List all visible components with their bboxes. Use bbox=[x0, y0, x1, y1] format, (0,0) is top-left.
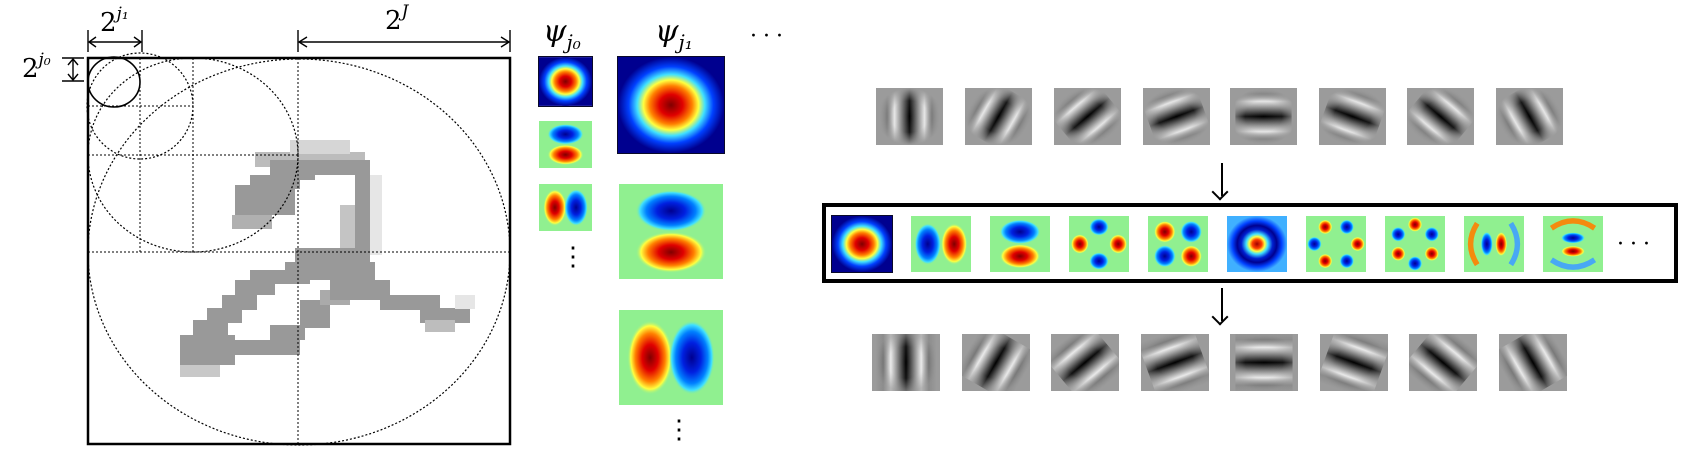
basis-patch-j0-radial bbox=[538, 56, 593, 107]
basis-patch-quadrupole-plus bbox=[1069, 216, 1129, 272]
basis-patch-ring-dipole-x bbox=[1464, 216, 1524, 272]
basis-patch-radial-ring bbox=[1227, 216, 1287, 272]
label-2-J: 2J bbox=[385, 2, 409, 36]
column-label-psi-j1: ψj₁ bbox=[655, 14, 693, 54]
reconstructed-filter-7 bbox=[1409, 334, 1477, 391]
gabor-filter-top-1 bbox=[876, 88, 943, 145]
basis-continuation: ··· bbox=[1617, 232, 1656, 257]
image-frame bbox=[86, 56, 512, 446]
scale-grid-svg bbox=[62, 30, 512, 446]
reconstructed-filter-5 bbox=[1230, 334, 1298, 391]
basis-patch-j0-horizontal-dipole bbox=[539, 121, 592, 168]
basis-patch-hexapole-a bbox=[1306, 216, 1366, 272]
basis-patch-j1-horizontal-dipole bbox=[619, 184, 723, 279]
basis-patch-horizontal-dipole bbox=[990, 216, 1050, 272]
reconstructed-filter-2 bbox=[962, 334, 1030, 391]
gabor-filter-top-8 bbox=[1496, 88, 1563, 145]
basis-patch-j1-vertical-dipole bbox=[619, 310, 723, 405]
reconstructed-filter-4 bbox=[1141, 334, 1209, 391]
basis-patch-quadrupole-cross bbox=[1148, 216, 1208, 272]
basis-dictionary-box bbox=[822, 203, 1678, 283]
arrow-down-icon bbox=[1221, 163, 1223, 196]
columns-continuation: ··· bbox=[750, 24, 789, 49]
exponent-J: J bbox=[401, 2, 409, 22]
basis-patch-radial bbox=[831, 215, 893, 273]
basis-patch-j0-vertical-dipole bbox=[539, 184, 592, 231]
column-label-psi-j0: ψj₀ bbox=[543, 14, 581, 54]
label-2-j1: 2j₁ bbox=[100, 4, 129, 38]
exponent-j1: j₁ bbox=[116, 4, 129, 24]
dimension-arrows bbox=[62, 30, 511, 82]
gabor-filter-top-4 bbox=[1143, 88, 1210, 145]
smallest-receptive-field-circle bbox=[87, 56, 141, 108]
reconstructed-filter-8 bbox=[1499, 334, 1567, 391]
label-2-j0: 2j₀ bbox=[22, 50, 51, 84]
basis-patch-hexapole-b bbox=[1385, 216, 1445, 272]
exponent-j0: j₀ bbox=[38, 50, 51, 70]
reconstructed-filter-3 bbox=[1051, 334, 1119, 391]
gabor-filter-top-7 bbox=[1407, 88, 1474, 145]
reconstructed-filter-6 bbox=[1320, 334, 1388, 391]
gabor-filter-top-2 bbox=[965, 88, 1032, 145]
digit-two-image bbox=[180, 140, 475, 377]
receptive-field-diagram: 2j₁ 2J 2j₀ bbox=[0, 0, 520, 471]
column-j0-continuation: ⋮ bbox=[560, 242, 586, 272]
basis-patch-j1-radial bbox=[617, 56, 725, 154]
basis-patch-vertical-dipole bbox=[911, 216, 971, 272]
column-j1-continuation: ⋮ bbox=[666, 415, 692, 445]
arrow-down-icon bbox=[1221, 288, 1223, 321]
gabor-filter-top-6 bbox=[1319, 88, 1386, 145]
gabor-filter-top-5 bbox=[1230, 88, 1297, 145]
gabor-filter-top-3 bbox=[1054, 88, 1121, 145]
reconstructed-filter-1 bbox=[872, 334, 940, 391]
basis-patch-ring-dipole-y bbox=[1543, 216, 1603, 272]
